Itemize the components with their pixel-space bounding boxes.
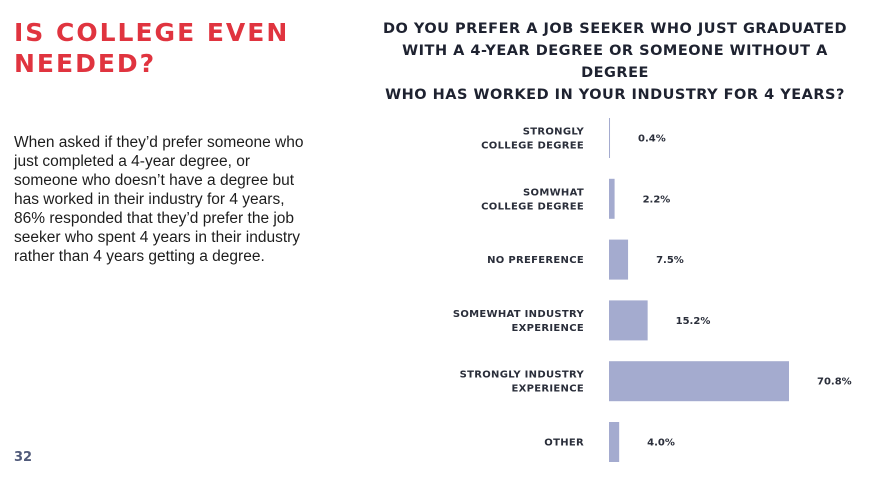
chart-title-line-3: WHO HAS WORKED IN YOUR INDUSTRY FOR 4 YE… (385, 87, 845, 103)
category-label: OTHER (544, 438, 584, 449)
category-label: NO PREFERENCE (487, 255, 584, 266)
bar (609, 422, 620, 462)
bar (609, 239, 629, 280)
bar (609, 300, 648, 341)
value-label: 4.0% (647, 438, 675, 449)
category-label: STRONGLY INDUSTRY (460, 370, 585, 381)
headline-line-1: IS COLLEGE EVEN (14, 18, 290, 47)
page-number: 32 (14, 450, 33, 465)
body-paragraph: When asked if they’d prefer someone who … (14, 134, 304, 265)
category-label: COLLEGE DEGREE (481, 201, 584, 212)
value-label: 70.8% (817, 377, 852, 388)
category-label: EXPERIENCE (512, 384, 585, 395)
chart-title-line-2: WITH A 4-YEAR DEGREE OR SOMEONE WITHOUT … (402, 43, 828, 81)
value-label: 15.2% (676, 316, 711, 327)
category-label: COLLEGE DEGREE (481, 141, 584, 152)
chart-title-line-1: DO YOU PREFER A JOB SEEKER WHO JUST GRAD… (382, 21, 848, 37)
chart-title: DO YOU PREFER A JOB SEEKER WHO JUST GRAD… (380, 18, 850, 106)
category-label: SOMWHAT (523, 187, 584, 198)
category-label: EXPERIENCE (512, 323, 585, 334)
bar (609, 178, 615, 219)
bar (609, 118, 611, 158)
page-headline: IS COLLEGE EVEN NEEDED? (14, 17, 314, 79)
value-label: 2.2% (643, 194, 671, 205)
category-label: STRONGLY (523, 127, 585, 138)
value-label: 7.5% (656, 255, 684, 266)
bar (609, 361, 789, 402)
headline-line-2: NEEDED? (14, 49, 157, 78)
category-label: SOMEWHAT INDUSTRY (453, 309, 585, 320)
value-label: 0.4% (638, 134, 666, 145)
